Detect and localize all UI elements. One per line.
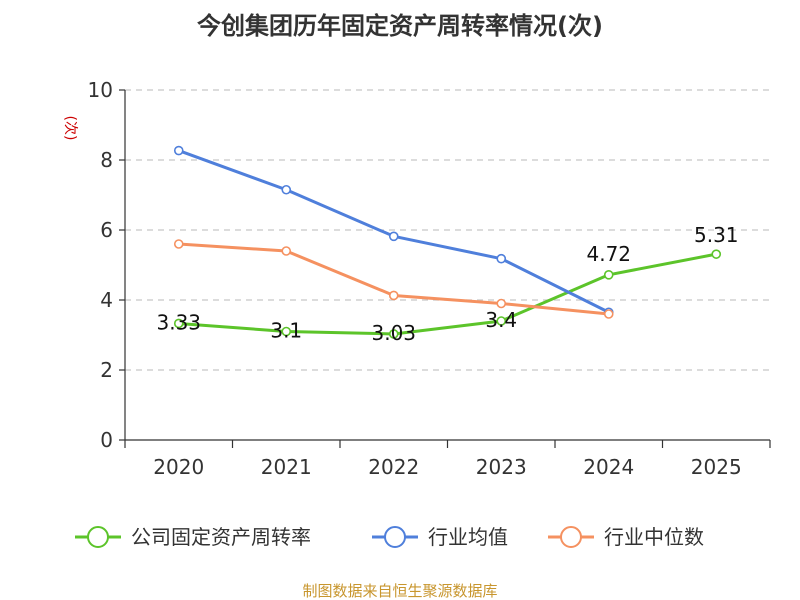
y-tick-label: 4 — [100, 288, 113, 312]
source-note: 制图数据来自恒生聚源数据库 — [302, 582, 497, 600]
data-label: 5.31 — [694, 223, 739, 247]
y-tick-label: 0 — [100, 428, 113, 452]
data-point — [388, 290, 399, 301]
data-point — [281, 246, 292, 256]
data-label: 3.33 — [156, 310, 201, 334]
series-group — [173, 145, 722, 339]
data-point — [173, 239, 184, 249]
x-tick-label: 2022 — [368, 455, 419, 479]
data-point — [603, 269, 614, 280]
legend: 公司固定资产周转率 行业均值 行业中位数 — [75, 525, 704, 549]
data-point — [281, 184, 292, 195]
x-tick-label: 2021 — [261, 455, 312, 479]
legend-marker — [560, 526, 582, 548]
x-tick-label: 2024 — [583, 455, 634, 479]
data-point — [173, 145, 184, 156]
legend-label: 行业中位数 — [604, 525, 704, 549]
data-point — [388, 329, 399, 339]
data-point — [388, 231, 399, 242]
data-point — [496, 316, 507, 326]
data-point — [496, 253, 507, 264]
data-point — [711, 249, 722, 259]
axes: 0 2 4 6 8 10 2020 2021 2022 2023 2024 2025 — [88, 78, 771, 479]
data-label: 3.4 — [485, 308, 517, 332]
series-line-1 — [178, 149, 610, 314]
y-tick-label: 2 — [100, 358, 113, 382]
y-tick-label: 10 — [88, 78, 113, 102]
data-labels: 3.33 3.1 3.03 3.4 4.72 5.31 — [156, 223, 738, 345]
y-axis-label: (次) — [62, 116, 78, 141]
legend-label: 公司固定资产周转率 — [131, 525, 311, 549]
legend-marker — [87, 526, 109, 548]
series-line-0 — [178, 252, 717, 336]
x-tick-label: 2020 — [153, 455, 204, 479]
chart-title: 今创集团历年固定资产周转率情况(次) — [197, 12, 603, 40]
data-point — [281, 326, 292, 337]
data-label: 3.1 — [270, 319, 302, 343]
x-tick-label: 2025 — [691, 455, 742, 479]
data-point — [173, 318, 184, 329]
data-label: 3.03 — [371, 321, 416, 345]
data-label: 4.72 — [586, 242, 631, 266]
legend-marker — [384, 526, 406, 548]
x-tick-label: 2023 — [476, 455, 527, 479]
legend-label: 行业均值 — [428, 525, 508, 549]
y-tick-label: 8 — [100, 148, 113, 172]
data-point — [603, 309, 614, 319]
data-point — [496, 298, 507, 309]
y-tick-label: 6 — [100, 218, 113, 242]
